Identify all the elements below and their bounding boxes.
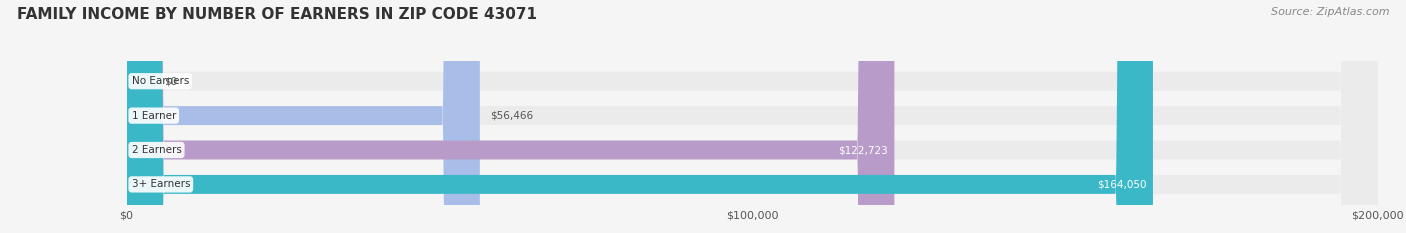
Text: $122,723: $122,723 xyxy=(838,145,889,155)
Text: $56,466: $56,466 xyxy=(489,111,533,121)
FancyBboxPatch shape xyxy=(127,0,155,233)
FancyBboxPatch shape xyxy=(127,0,1378,233)
Text: 1 Earner: 1 Earner xyxy=(132,111,176,121)
Text: 3+ Earners: 3+ Earners xyxy=(132,179,190,189)
Text: 2 Earners: 2 Earners xyxy=(132,145,181,155)
FancyBboxPatch shape xyxy=(127,0,479,233)
Text: Source: ZipAtlas.com: Source: ZipAtlas.com xyxy=(1271,7,1389,17)
FancyBboxPatch shape xyxy=(127,0,894,233)
FancyBboxPatch shape xyxy=(127,0,1378,233)
Text: $164,050: $164,050 xyxy=(1097,179,1147,189)
FancyBboxPatch shape xyxy=(127,0,1378,233)
Text: $0: $0 xyxy=(165,76,177,86)
Text: FAMILY INCOME BY NUMBER OF EARNERS IN ZIP CODE 43071: FAMILY INCOME BY NUMBER OF EARNERS IN ZI… xyxy=(17,7,537,22)
FancyBboxPatch shape xyxy=(127,0,1153,233)
Text: No Earners: No Earners xyxy=(132,76,188,86)
FancyBboxPatch shape xyxy=(127,0,1378,233)
